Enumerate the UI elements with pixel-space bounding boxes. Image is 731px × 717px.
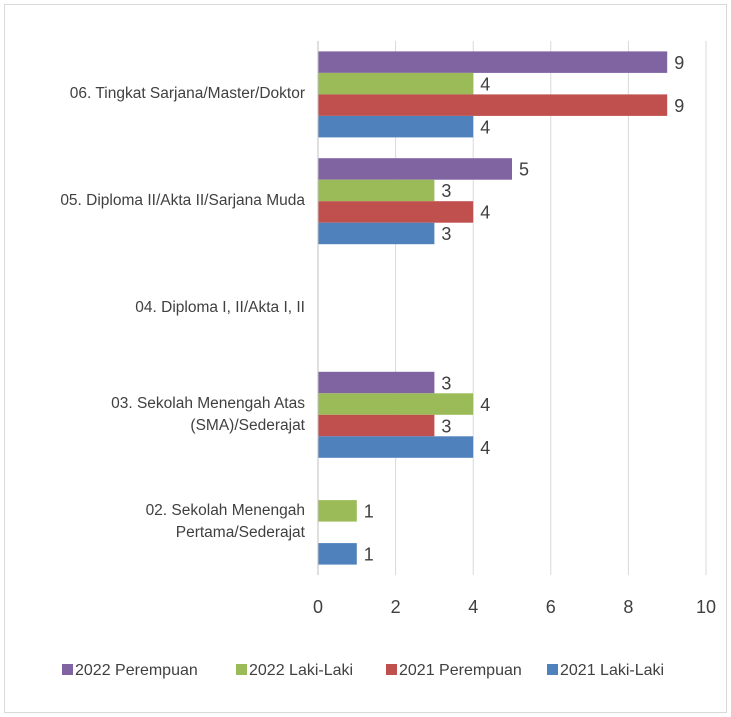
x-tick-label: 10 [696,597,716,617]
data-label: 4 [480,438,490,458]
bar [318,158,512,180]
bar [318,51,668,73]
y-tick-label: 06. Tingkat Sarjana/Master/Doktor [69,85,305,103]
bar [318,371,435,394]
legend-swatch [386,664,397,675]
x-tick-label: 0 [313,597,323,617]
x-tick-label: 6 [546,597,556,617]
y-tick-label: 04. Diploma I, II/Akta I, II [135,299,305,316]
data-label: 4 [480,117,490,137]
bar [318,179,435,202]
data-label: 9 [674,53,684,73]
legend-swatch [547,664,558,675]
x-tick-label: 8 [623,597,633,617]
data-label: 1 [364,502,374,522]
bar [318,414,435,437]
legend-label: 2021 Laki-Laki [560,662,664,679]
data-label: 3 [441,181,451,201]
legend-label: 2022 Laki-Laki [249,662,353,679]
y-tick-label: 03. Sekolah Menengah Atas (SMA)/Sederaja… [111,394,305,434]
data-label: 5 [519,160,529,180]
bar [318,393,474,415]
x-tick-label: 4 [468,597,478,617]
chart-border [4,4,727,713]
bar [318,436,474,458]
legend-label: 2021 Perempuan [399,662,522,679]
data-label: 3 [441,224,451,244]
data-label: 9 [674,96,684,116]
bar [318,94,668,116]
data-label: 4 [480,395,490,415]
data-label: 3 [441,373,451,393]
legend-swatch [236,664,247,675]
bar [318,115,474,138]
y-tick-label: 05. Diploma II/Akta II/Sarjana Muda [60,192,305,210]
bar [318,500,357,522]
data-label: 4 [480,203,490,223]
data-label: 4 [480,74,490,94]
y-tick-label: 02. Sekolah Menengah Pertama/Sederajat [145,501,305,541]
data-label: 3 [441,416,451,436]
data-label: 1 [364,545,374,565]
legend-label: 2022 Perempuan [75,662,198,679]
bar [318,222,435,245]
bar [318,201,474,223]
bar [318,543,357,565]
bar [318,72,474,95]
x-tick-label: 2 [391,597,401,617]
legend-swatch [62,664,73,675]
